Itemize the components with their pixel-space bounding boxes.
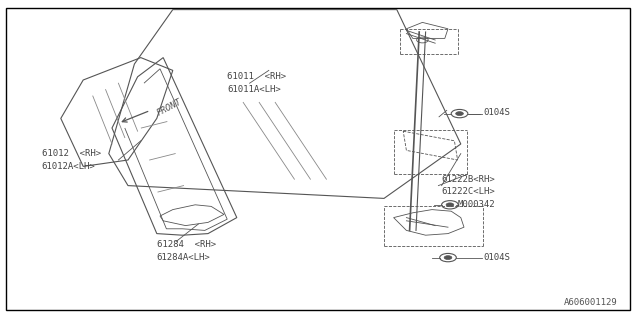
- Text: M000342: M000342: [458, 200, 495, 209]
- Circle shape: [456, 112, 463, 116]
- Text: FRONT: FRONT: [156, 98, 184, 118]
- Circle shape: [444, 256, 452, 260]
- Text: 61222C<LH>: 61222C<LH>: [442, 188, 495, 196]
- Text: 61222B<RH>: 61222B<RH>: [442, 175, 495, 184]
- Circle shape: [446, 203, 454, 207]
- Text: 61012A<LH>: 61012A<LH>: [42, 162, 95, 171]
- Text: 0104S: 0104S: [483, 108, 510, 116]
- Text: 61284A<LH>: 61284A<LH>: [157, 253, 211, 262]
- Text: 0104S: 0104S: [483, 253, 510, 262]
- Text: 61284  <RH>: 61284 <RH>: [157, 240, 216, 249]
- Text: 61012  <RH>: 61012 <RH>: [42, 149, 100, 158]
- Text: 61011  <RH>: 61011 <RH>: [227, 72, 286, 81]
- Text: 61011A<LH>: 61011A<LH>: [227, 85, 281, 94]
- Text: A606001129: A606001129: [564, 298, 618, 307]
